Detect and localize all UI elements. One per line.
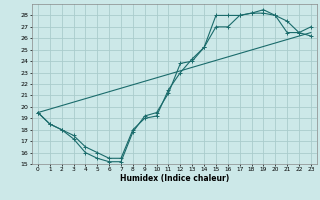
X-axis label: Humidex (Indice chaleur): Humidex (Indice chaleur) (120, 174, 229, 183)
